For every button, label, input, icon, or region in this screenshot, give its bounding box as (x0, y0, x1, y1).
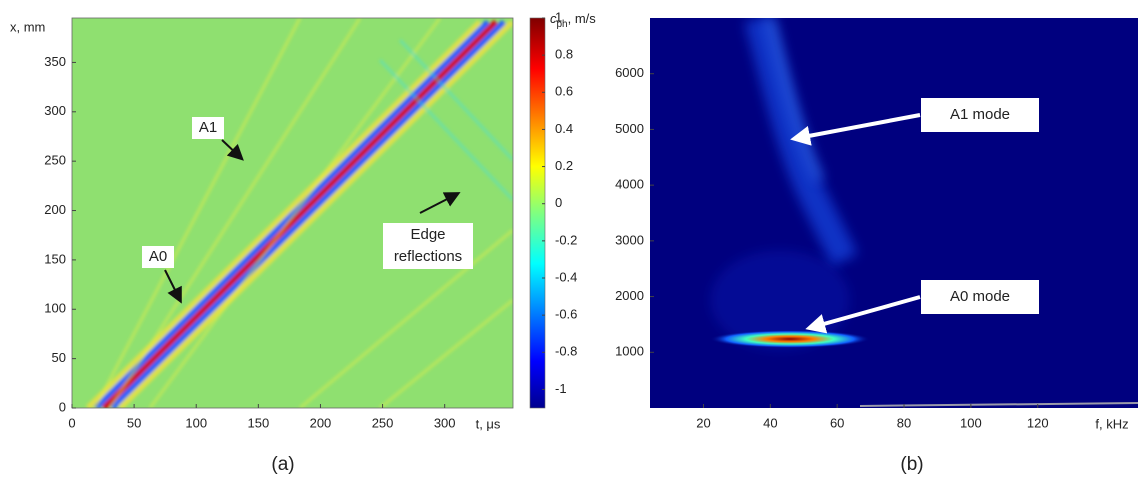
x-tick-label: 80 (897, 415, 911, 430)
y-axis-label: cph, m/s (550, 11, 596, 29)
y-tick-label: 2000 (615, 288, 644, 303)
colorbar-tick-label: -0.8 (555, 344, 577, 359)
x-tick-label: 20 (696, 415, 710, 430)
y-axis-label-part: ph (557, 19, 568, 30)
y-tick-label: 5000 (615, 121, 644, 136)
annotation-text: A1 (192, 117, 224, 139)
x-tick-label: 0 (68, 415, 75, 430)
y-tick-label: 1000 (615, 344, 644, 359)
annotation: A1 (192, 117, 224, 139)
y-axis-label: x, mm (10, 19, 45, 34)
colorbar-tick-label: 0.8 (555, 47, 573, 62)
y-tick-label: 0 (59, 399, 66, 414)
x-tick-label: 150 (247, 415, 269, 430)
colorbar (529, 17, 546, 409)
colorbar-tick-label: -1 (555, 381, 567, 396)
y-tick-label: 200 (44, 202, 66, 217)
caption: (a) (271, 454, 294, 475)
annotation: A0 (142, 246, 174, 268)
y-axis-label-part: , m/s (568, 11, 597, 26)
y-tick-label: 250 (44, 153, 66, 168)
x-tick-label: 100 (185, 415, 207, 430)
field-a (72, 18, 513, 408)
colorbar-tick-label: -0.4 (555, 269, 577, 284)
annotation-text: A0 mode (921, 280, 1039, 314)
annotation: A1 mode (921, 98, 1039, 132)
x-tick-label: 40 (763, 415, 777, 430)
colorbar-tick-label: 1 (555, 9, 562, 24)
colorbar-tick-label: -0.6 (555, 307, 577, 322)
x-tick-label: 60 (830, 415, 844, 430)
x-axis-label: t, μs (476, 416, 501, 431)
x-tick-label: 250 (372, 415, 394, 430)
x-axis-label: f, kHz (1095, 416, 1128, 431)
y-tick-label: 6000 (615, 65, 644, 80)
y-tick-label: 100 (44, 301, 66, 316)
annotation-text: A0 (142, 246, 174, 268)
field-b (650, 18, 1138, 408)
y-tick-label: 50 (52, 350, 66, 365)
x-tick-label: 200 (310, 415, 332, 430)
plot-frame (71, 17, 514, 409)
x-tick-label: 120 (1027, 415, 1049, 430)
colorbar-tick-label: 0.2 (555, 158, 573, 173)
caption: (b) (900, 454, 923, 475)
y-tick-label: 300 (44, 103, 66, 118)
y-axis-label-part: c (550, 11, 557, 26)
colorbar-tick-label: 0 (555, 195, 562, 210)
annotation: Edge reflections (383, 223, 473, 269)
annotation-text: Edge reflections (383, 223, 473, 269)
x-tick-label: 50 (127, 415, 141, 430)
annotation-arrows (164, 113, 921, 334)
y-tick-label: 4000 (615, 177, 644, 192)
annotation: A0 mode (921, 280, 1039, 314)
colorbar-tick-label: -0.2 (555, 232, 577, 247)
annotation-text: A1 mode (921, 98, 1039, 132)
colorbar-tick-label: 0.6 (555, 84, 573, 99)
y-tick-label: 3000 (615, 232, 644, 247)
colorbar-tick-label: 0.4 (555, 121, 573, 136)
y-tick-label: 150 (44, 251, 66, 266)
x-tick-label: 300 (434, 415, 456, 430)
x-tick-label: 100 (960, 415, 982, 430)
y-tick-label: 350 (44, 54, 66, 69)
